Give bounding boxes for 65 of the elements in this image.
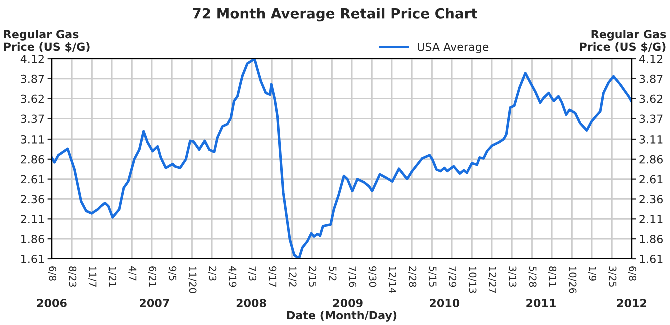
x-tick-label: 11/7 — [88, 267, 97, 287]
x-tick-label: 6/8 — [48, 266, 57, 281]
x-tick-label: 4/19 — [228, 266, 237, 288]
x2-tick-label: 2006 — [37, 299, 67, 308]
x-tick-label: 11/20 — [188, 267, 197, 294]
x-tick-label: 9/17 — [268, 266, 277, 287]
y-tick-label: 1.86 — [22, 235, 44, 244]
x-tick-label: 2/3 — [208, 266, 217, 281]
y-tick-label: 3.37 — [21, 114, 44, 124]
y2-tick-label: 2.36 — [640, 195, 663, 204]
x-tick-label: 12/14 — [388, 267, 397, 294]
y2-tick-label: 2.86 — [640, 155, 663, 164]
x-tick-label: 2/15 — [308, 266, 317, 287]
x-tick-label: 5/28 — [528, 266, 537, 288]
y-tick-label: 3.62 — [21, 94, 44, 104]
x-tick-label: 1/9 — [588, 267, 597, 281]
y2-tick-label: 2.11 — [640, 215, 663, 224]
x-tick-label: 10/26 — [568, 267, 577, 294]
legend-label: USA Average — [418, 42, 489, 54]
y2-axis-title: Regular Gas Price (US $/G) — [580, 30, 666, 53]
y-tick-label: 2.11 — [21, 215, 44, 224]
x2-tick-label: 2009 — [334, 299, 363, 308]
x-tick-label: 5/2 — [328, 266, 337, 281]
y2-tick-label: 3.37 — [640, 114, 663, 124]
x-tick-label: 6/21 — [148, 266, 157, 287]
y2-tick-label: 3.62 — [640, 94, 663, 104]
x2-tick-label: 2012 — [617, 299, 646, 308]
x-tick-label: 9/5 — [168, 266, 177, 281]
x-tick-label: 6/8 — [628, 266, 637, 281]
y-tick-label: 2.61 — [21, 175, 44, 184]
x-tick-label: 7/29 — [448, 266, 457, 288]
x-tick-label: 7/16 — [348, 266, 357, 288]
y-tick-label: 2.36 — [21, 195, 44, 204]
chart-title: 72 Month Average Retail Price Chart — [193, 8, 478, 22]
y-tick-label: 4.12 — [20, 54, 44, 64]
x-tick-label: 12/27 — [488, 267, 497, 294]
x-tick-label: 8/23 — [68, 266, 77, 287]
x-tick-label: 4/7 — [128, 266, 137, 281]
y-tick-label: 2.86 — [21, 155, 44, 164]
y-tick-label: 1.61 — [22, 254, 44, 264]
y-axis-title: Regular Gas Price (US $/G) — [4, 30, 90, 53]
x2-tick-label: 2008 — [236, 299, 266, 308]
x-axis-title: Date (Month/Day) — [287, 311, 397, 322]
x2-tick-label: 2011 — [526, 299, 556, 308]
x-tick-label: 8/11 — [548, 266, 557, 287]
x2-tick-label: 2007 — [140, 299, 170, 308]
x-tick-label: 7/3 — [248, 266, 257, 281]
y-tick-label: 3.87 — [21, 74, 44, 84]
y2-tick-label: 1.86 — [640, 235, 663, 244]
x2-tick-label: 2010 — [430, 299, 460, 308]
x-tick-label: 5/15 — [428, 266, 437, 287]
y2-tick-label: 2.61 — [640, 175, 663, 184]
y2-tick-label: 1.61 — [640, 254, 663, 264]
y-tick-label: 3.11 — [21, 135, 44, 144]
y2-tick-label: 4.12 — [639, 54, 663, 64]
line-series — [52, 59, 632, 259]
x-tick-label: 10/13 — [468, 267, 477, 294]
x-tick-label: 1/21 — [108, 267, 117, 287]
x-tick-label: 3/13 — [508, 266, 517, 287]
x-tick-label: 3/25 — [608, 266, 617, 287]
y2-tick-label: 3.11 — [640, 135, 663, 144]
x-tick-label: 12/2 — [288, 267, 297, 287]
x-tick-label: 2/28 — [408, 266, 417, 288]
x-tick-label: 9/30 — [368, 266, 377, 288]
y2-tick-label: 3.87 — [640, 74, 663, 84]
